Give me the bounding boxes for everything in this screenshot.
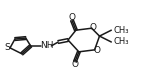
Text: CH₃: CH₃: [113, 26, 129, 35]
Text: O: O: [69, 13, 75, 22]
Text: O: O: [71, 60, 78, 69]
Text: S: S: [4, 43, 10, 52]
Text: NH: NH: [40, 41, 53, 50]
Text: CH₃: CH₃: [113, 38, 129, 46]
Text: O: O: [89, 23, 96, 32]
Text: O: O: [93, 46, 100, 55]
